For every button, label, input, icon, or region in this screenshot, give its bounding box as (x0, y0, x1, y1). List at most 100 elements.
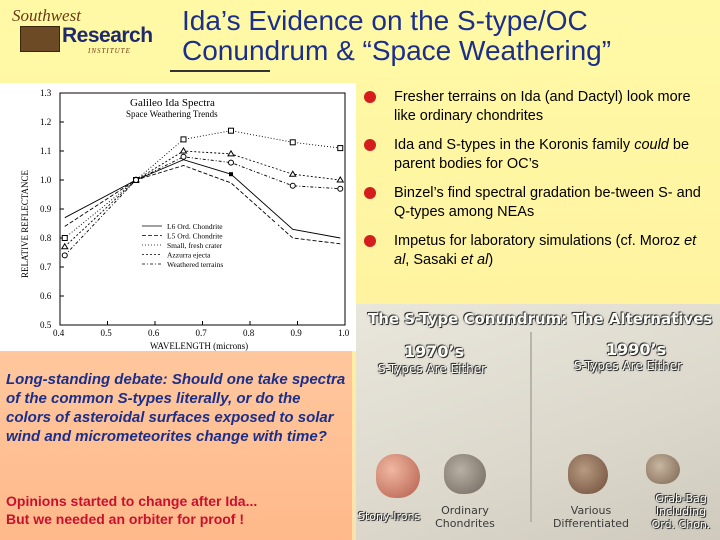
series-point (337, 185, 344, 192)
chart-xlabel: WAVELENGTH (microns) (150, 341, 248, 351)
x-tick-label: 0.8 (243, 328, 255, 338)
photo-label-various-2: Differentiated (552, 517, 630, 530)
photo-label-ordinary-1: Ordinary (441, 504, 489, 517)
series-point (228, 159, 234, 166)
x-tick-label: 0.6 (148, 328, 160, 338)
bullet-text-a: Ida and S-types in the Koronis family (394, 137, 635, 153)
y-tick-label: 0.5 (40, 320, 52, 330)
opinions-line-1: Opinions started to change after Ida... (6, 493, 258, 509)
series-point (227, 149, 235, 157)
series-point (336, 176, 345, 183)
series-point (289, 139, 296, 146)
bullet-dot-icon (364, 139, 376, 151)
grab-bag-rock-icon (646, 454, 680, 484)
series-point (289, 182, 296, 189)
x-tick-label: 0.5 (101, 328, 113, 338)
title-rule (170, 70, 270, 72)
series-point (180, 153, 187, 160)
photo-right-era: 1990’s (606, 340, 667, 359)
plot-frame (59, 92, 346, 326)
x-tick-label: 0.9 (291, 328, 303, 338)
series-point (337, 145, 344, 152)
series-point (133, 177, 139, 183)
legend-box (140, 223, 278, 273)
series-point (179, 147, 188, 154)
title-line-1: Ida’s Evidence on the S-type/OC (182, 5, 588, 36)
bullet-item-2: Ida and S-types in the Koronis family co… (360, 136, 715, 174)
bullet-emphasis-1: et al (394, 233, 697, 268)
photo-label-ordinary-2: Chondrites (435, 517, 495, 530)
bullet-text: Binzel’s find spectral gradation be-twee… (394, 185, 701, 220)
photo-label-grab-1: Grab-Bag (655, 492, 707, 505)
legend-label: Weathered terrains (167, 260, 223, 269)
bullet-dot-icon (364, 235, 376, 247)
legend-label: L5 Ord. Chondrite (167, 232, 223, 241)
logo-line-3: INSTITUTE (88, 47, 131, 55)
logo-line-1: Southwest (12, 6, 81, 25)
photo-label-grab-bag: Grab-Bag Including Ord. Chon. (648, 492, 714, 531)
series-point (229, 172, 233, 177)
bullet-text-b: ) (488, 252, 494, 268)
legend-label: Azzurra ejecta (167, 251, 211, 260)
y-tick-label: 1.2 (40, 117, 51, 127)
chart-title: Galileo Ida Spectra (130, 97, 215, 109)
photo-label-stony-iron: Stony-Irons (358, 510, 421, 523)
sri-logo: Southwest Research INSTITUTE (6, 6, 166, 56)
bullet-text: Fresher terrains on Ida (and Dactyl) loo… (394, 89, 691, 124)
photo-label-grab-3: Ord. Chon. (651, 518, 711, 531)
photo-heading: The S-Type Conundrum: The Alternatives (368, 310, 713, 328)
opinions-text: Opinions started to change after Ida... … (6, 492, 346, 528)
photo-label-grab-2: Including (655, 505, 707, 518)
series-point (60, 242, 69, 250)
spectra-chart-svg: 0.4 0.5 0.6 0.7 0.8 0.9 1.00.50.60.70.80.91.01… (20, 88, 350, 351)
bullet-list: Fresher terrains on Ida (and Dactyl) loo… (360, 88, 715, 280)
legend-label: Small, fresh crater (167, 241, 223, 250)
bullet-item-1: Fresher terrains on Ida (and Dactyl) loo… (360, 88, 715, 126)
series-point (228, 127, 234, 134)
legend-label: L6 Ord. Chondrite (167, 222, 223, 231)
x-tick-label: 0.4 (53, 328, 65, 338)
photo-right-sub: S-Types Are Either (574, 359, 683, 373)
series-point (180, 136, 187, 143)
opinions-line-2: But we needed an orbiter for proof ! (6, 511, 245, 527)
x-tick-label: 0.7 (196, 328, 208, 338)
series-line-3 (64, 150, 341, 248)
stony-iron-rock-icon (376, 454, 420, 498)
y-tick-label: 1.3 (40, 88, 52, 98)
alternatives-photo: The S-Type Conundrum: The Alternatives 1… (356, 304, 720, 540)
bullet-emphasis: could (634, 137, 669, 153)
series-line-2 (64, 130, 341, 239)
bullet-item-3: Binzel’s find spectral gradation be-twee… (360, 184, 715, 222)
bullet-text-b: be parent bodies for OC’s (394, 137, 690, 172)
chart-subtitle: Space Weathering Trends (126, 109, 218, 119)
y-tick-label: 1.1 (40, 146, 51, 156)
bullet-item-4: Impetus for laboratory simulations (cf. … (360, 232, 715, 270)
y-tick-label: 0.9 (40, 204, 52, 214)
logo-line-2: Research (62, 24, 153, 47)
debate-panel (0, 351, 352, 540)
photo-label-various-1: Various (570, 504, 612, 517)
debate-text: Long-standing debate: Should one take sp… (6, 371, 346, 445)
bullet-text-mid: , Sasaki (405, 252, 461, 268)
ordinary-chondrite-rock-icon (444, 454, 486, 494)
title-line-2: Conundrum & “Space Weathering” (182, 35, 612, 66)
bullet-emphasis-2: et al (460, 252, 489, 268)
series-point (61, 235, 68, 241)
x-tick-label: 1.0 (338, 328, 350, 338)
slide-title: Ida’s Evidence on the S-type/OC Conundru… (182, 6, 716, 66)
bullet-dot-icon (364, 187, 376, 199)
photo-label-various: Various Differentiated (552, 504, 630, 530)
logo-mark-icon (20, 26, 60, 52)
series-line-0 (64, 159, 341, 239)
photo-left-sub: S-Types Are Either (378, 362, 487, 376)
y-tick-label: 0.7 (40, 262, 52, 272)
series-point (61, 252, 68, 259)
bullet-text-a: Impetus for laboratory simulations (cf. … (394, 233, 685, 249)
y-tick-label: 0.6 (40, 291, 52, 301)
spectra-chart: 0.4 0.5 0.6 0.7 0.8 0.9 1.0 0.5 0.6 0.7 0.8 0.9 1.0 1… (0, 83, 356, 351)
series-point (288, 170, 297, 177)
chart-ylabel: RELATIVE REFLECTANCE (20, 169, 30, 278)
bullet-dot-icon (364, 91, 376, 103)
differentiated-rock-icon (568, 454, 608, 494)
y-tick-label: 1.0 (40, 175, 52, 185)
